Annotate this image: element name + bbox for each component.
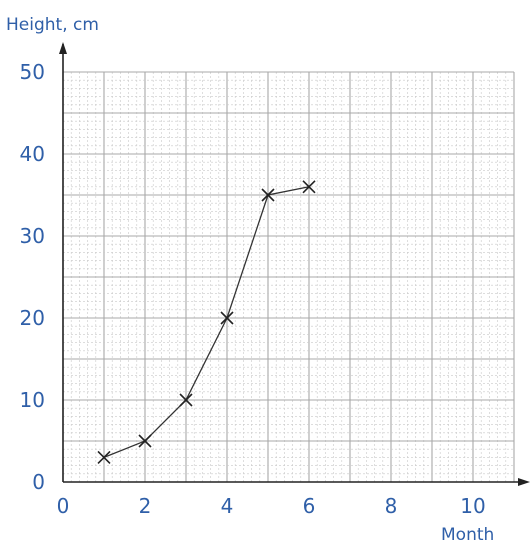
marker-stroke bbox=[302, 180, 316, 194]
y-axis-arrowhead bbox=[59, 42, 67, 54]
marker-stroke bbox=[261, 188, 275, 202]
x-axis-arrowhead bbox=[518, 478, 530, 486]
y-tick-label: 40 bbox=[20, 142, 45, 166]
marker-stroke bbox=[138, 434, 152, 448]
x-tick-label: 6 bbox=[303, 494, 316, 518]
y-axis-label: Height, cm bbox=[6, 15, 99, 35]
y-tick-labels: 0 10 20 30 40 50 bbox=[20, 60, 45, 494]
x-tick-label: 2 bbox=[139, 494, 152, 518]
marker-stroke bbox=[220, 311, 234, 325]
data-series bbox=[97, 180, 316, 464]
plot-grid bbox=[62, 71, 515, 483]
y-tick-label: 10 bbox=[20, 388, 45, 412]
series-line bbox=[103, 186, 310, 459]
marker-stroke bbox=[179, 393, 193, 407]
data-point-marker bbox=[261, 188, 275, 202]
x-tick-label: 4 bbox=[221, 494, 234, 518]
chart-axes bbox=[59, 42, 530, 486]
data-point-marker bbox=[302, 180, 316, 194]
x-axis-label: Month bbox=[441, 525, 494, 545]
y-tick-label: 30 bbox=[20, 224, 45, 248]
x-tick-label: 0 bbox=[57, 494, 70, 518]
data-point-marker bbox=[220, 311, 234, 325]
data-point-marker bbox=[138, 434, 152, 448]
y-tick-label: 20 bbox=[20, 306, 45, 330]
data-point-marker bbox=[179, 393, 193, 407]
y-tick-label: 50 bbox=[20, 60, 45, 84]
x-tick-labels: 0 2 4 6 8 10 bbox=[57, 494, 486, 518]
marker-stroke bbox=[97, 450, 111, 464]
data-point-marker bbox=[97, 450, 111, 464]
x-tick-label: 8 bbox=[385, 494, 398, 518]
x-tick-label: 10 bbox=[460, 494, 485, 518]
y-tick-label: 0 bbox=[32, 470, 45, 494]
